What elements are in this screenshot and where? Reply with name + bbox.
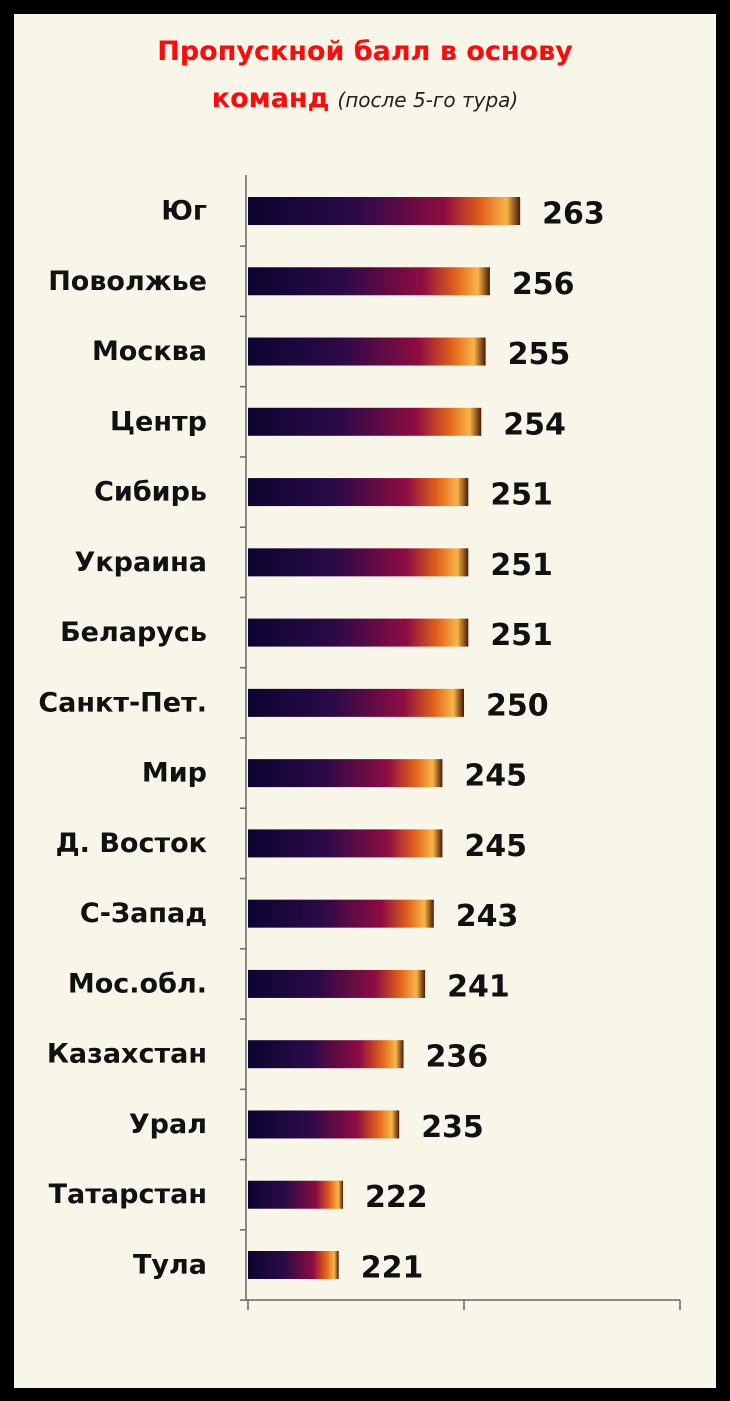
bar xyxy=(248,899,434,928)
value-label: 243 xyxy=(456,899,519,934)
chart-subtitle: (после 5-го тура) xyxy=(337,88,519,112)
y-tick-label: Юг xyxy=(161,196,207,227)
y-tick-label: Мос.обл. xyxy=(68,968,207,999)
bar xyxy=(248,407,482,436)
y-tick-label: Тула xyxy=(133,1250,207,1281)
value-label: 250 xyxy=(486,688,549,723)
bar xyxy=(248,829,443,858)
y-tick-label: Сибирь xyxy=(94,477,207,508)
y-tick-label: Поволжье xyxy=(48,266,207,297)
value-label: 251 xyxy=(490,548,553,583)
y-tick-label: Урал xyxy=(129,1109,207,1140)
value-label: 251 xyxy=(490,478,553,513)
y-tick-label: Украина xyxy=(75,547,207,578)
y-tick-label: Москва xyxy=(92,336,207,367)
bar xyxy=(248,1110,400,1139)
bar xyxy=(248,618,469,647)
bar xyxy=(248,267,490,296)
bar xyxy=(248,1251,339,1279)
bar xyxy=(248,759,443,788)
y-tick-label: Татарстан xyxy=(49,1179,207,1210)
y-tick-label: Санкт-Пет. xyxy=(38,687,207,718)
value-label: 236 xyxy=(426,1040,489,1075)
title-box: Пропускной балл в основу команд (после 5-… xyxy=(100,30,630,124)
value-label: 221 xyxy=(361,1251,424,1286)
chart-title: Пропускной балл в основу команд xyxy=(157,36,573,114)
y-tick-label: Центр xyxy=(110,406,207,437)
value-label: 255 xyxy=(508,337,571,372)
bar xyxy=(248,197,521,225)
bar xyxy=(248,548,469,577)
value-label: 245 xyxy=(464,829,527,864)
y-tick-label: Беларусь xyxy=(60,617,207,648)
y-tick-label: Казахстан xyxy=(47,1039,207,1070)
y-tick-label: С-Запад xyxy=(80,898,207,929)
bar xyxy=(248,1040,404,1069)
bar xyxy=(248,1180,344,1209)
y-tick-label: Д. Восток xyxy=(56,828,207,859)
bar xyxy=(248,478,469,507)
y-tick-label: Мир xyxy=(142,758,207,789)
bar xyxy=(248,969,426,998)
value-label: 251 xyxy=(490,618,553,653)
value-label: 222 xyxy=(365,1180,428,1215)
bar xyxy=(248,337,486,366)
value-label: 263 xyxy=(542,197,605,232)
value-label: 241 xyxy=(447,969,510,1004)
value-label: 254 xyxy=(503,407,566,442)
bar xyxy=(248,688,464,717)
value-label: 235 xyxy=(421,1110,484,1145)
value-label: 256 xyxy=(512,267,575,302)
value-label: 245 xyxy=(464,759,527,794)
